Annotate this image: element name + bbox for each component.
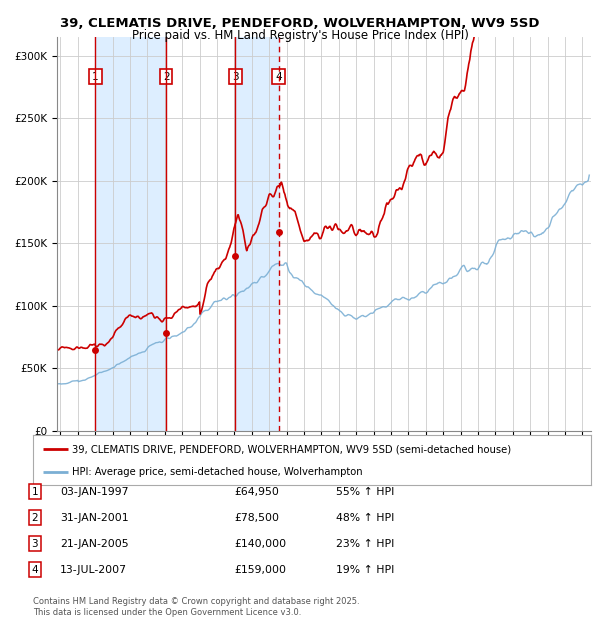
Text: £64,950: £64,950 [234,487,279,497]
Text: 3: 3 [232,71,239,82]
Text: 2: 2 [163,71,170,82]
Text: 1: 1 [92,71,99,82]
Bar [235,37,278,431]
Text: Price paid vs. HM Land Registry's House Price Index (HPI): Price paid vs. HM Land Registry's House … [131,29,469,42]
Text: 21-JAN-2005: 21-JAN-2005 [60,539,128,549]
Text: 48% ↑ HPI: 48% ↑ HPI [336,513,394,523]
Text: 31-JAN-2001: 31-JAN-2001 [60,513,128,523]
Text: 55% ↑ HPI: 55% ↑ HPI [336,487,394,497]
Text: 39, CLEMATIS DRIVE, PENDEFORD, WOLVERHAMPTON, WV9 5SD: 39, CLEMATIS DRIVE, PENDEFORD, WOLVERHAM… [60,17,540,30]
Text: £140,000: £140,000 [234,539,286,549]
Text: 4: 4 [275,71,282,82]
Text: 39, CLEMATIS DRIVE, PENDEFORD, WOLVERHAMPTON, WV9 5SD (semi-detached house): 39, CLEMATIS DRIVE, PENDEFORD, WOLVERHAM… [72,444,511,454]
Text: 13-JUL-2007: 13-JUL-2007 [60,565,127,575]
Text: £78,500: £78,500 [234,513,279,523]
Text: 19% ↑ HPI: 19% ↑ HPI [336,565,394,575]
Text: 1: 1 [31,487,38,497]
Text: £159,000: £159,000 [234,565,286,575]
Text: 2: 2 [31,513,38,523]
Text: 03-JAN-1997: 03-JAN-1997 [60,487,128,497]
Text: HPI: Average price, semi-detached house, Wolverhampton: HPI: Average price, semi-detached house,… [72,467,362,477]
Text: Contains HM Land Registry data © Crown copyright and database right 2025.
This d: Contains HM Land Registry data © Crown c… [33,598,359,617]
Text: 4: 4 [31,565,38,575]
Text: 23% ↑ HPI: 23% ↑ HPI [336,539,394,549]
Bar [95,37,166,431]
Text: 3: 3 [31,539,38,549]
